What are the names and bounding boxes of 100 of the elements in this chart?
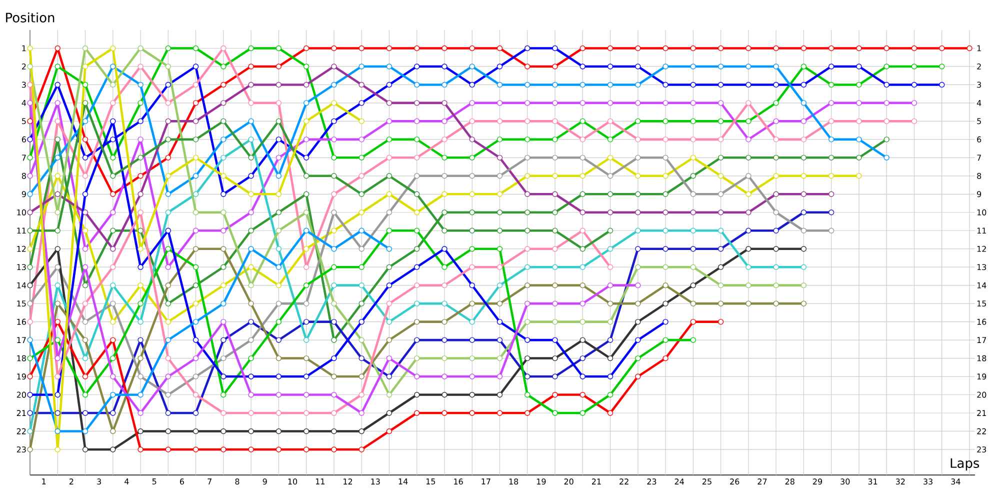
point — [469, 154, 475, 161]
point — [54, 64, 60, 70]
point — [580, 154, 586, 161]
point — [192, 64, 199, 70]
point — [27, 228, 33, 234]
point — [718, 264, 724, 270]
point — [552, 100, 558, 106]
point — [248, 300, 254, 306]
point — [27, 318, 33, 325]
point — [773, 228, 779, 234]
point — [248, 355, 254, 362]
point — [386, 392, 392, 398]
point — [496, 64, 503, 70]
point — [552, 228, 558, 234]
point — [773, 173, 779, 179]
y-axis-title: Position — [6, 12, 54, 22]
point — [192, 355, 199, 362]
point — [303, 100, 310, 106]
point — [110, 355, 116, 362]
point — [331, 82, 337, 88]
point — [276, 118, 282, 124]
point — [138, 191, 144, 197]
point — [414, 45, 420, 52]
point — [220, 264, 226, 270]
point — [303, 392, 310, 398]
point — [54, 318, 60, 325]
point — [220, 154, 226, 161]
point — [635, 210, 641, 216]
point — [773, 210, 779, 216]
point — [580, 191, 586, 197]
point — [856, 118, 862, 124]
point — [276, 392, 282, 398]
point — [165, 337, 171, 343]
point — [414, 82, 420, 88]
point — [386, 318, 392, 325]
point — [773, 264, 779, 270]
point — [331, 446, 337, 452]
point — [358, 45, 364, 52]
point — [276, 337, 282, 343]
point — [552, 337, 558, 343]
point — [110, 118, 116, 124]
point — [718, 210, 724, 216]
point — [27, 82, 33, 88]
point — [469, 64, 475, 70]
point — [607, 374, 614, 380]
point — [442, 392, 448, 398]
point — [746, 118, 752, 124]
point — [110, 82, 116, 88]
point — [165, 64, 171, 70]
point — [496, 191, 503, 197]
point — [303, 64, 310, 70]
point — [746, 173, 752, 179]
point — [690, 318, 696, 325]
point — [110, 264, 116, 270]
point — [27, 410, 33, 416]
point — [54, 210, 60, 216]
point — [414, 173, 420, 179]
point — [828, 154, 834, 161]
point — [82, 154, 88, 161]
point — [110, 136, 116, 142]
point — [552, 191, 558, 197]
point — [27, 282, 33, 288]
point — [248, 446, 254, 452]
point — [276, 100, 282, 106]
point — [331, 337, 337, 343]
point — [110, 64, 116, 70]
point — [303, 136, 310, 142]
point — [800, 210, 807, 216]
point — [303, 318, 310, 325]
point — [718, 154, 724, 161]
point — [690, 64, 696, 70]
point — [828, 118, 834, 124]
point — [496, 318, 503, 325]
point — [524, 374, 530, 380]
point — [662, 45, 668, 52]
point — [828, 173, 834, 179]
point — [552, 410, 558, 416]
point — [496, 392, 503, 398]
point — [635, 45, 641, 52]
point — [414, 228, 420, 234]
point — [524, 282, 530, 288]
point — [469, 210, 475, 216]
point — [27, 264, 33, 270]
point — [386, 82, 392, 88]
point — [386, 191, 392, 197]
point — [110, 191, 116, 197]
point — [856, 100, 862, 106]
point — [276, 82, 282, 88]
point — [662, 136, 668, 142]
point — [386, 210, 392, 216]
point — [386, 45, 392, 52]
point — [469, 374, 475, 380]
point — [690, 191, 696, 197]
point — [303, 282, 310, 288]
point — [414, 282, 420, 288]
point — [800, 264, 807, 270]
point — [442, 410, 448, 416]
point — [220, 136, 226, 142]
point — [607, 64, 614, 70]
point — [192, 82, 199, 88]
